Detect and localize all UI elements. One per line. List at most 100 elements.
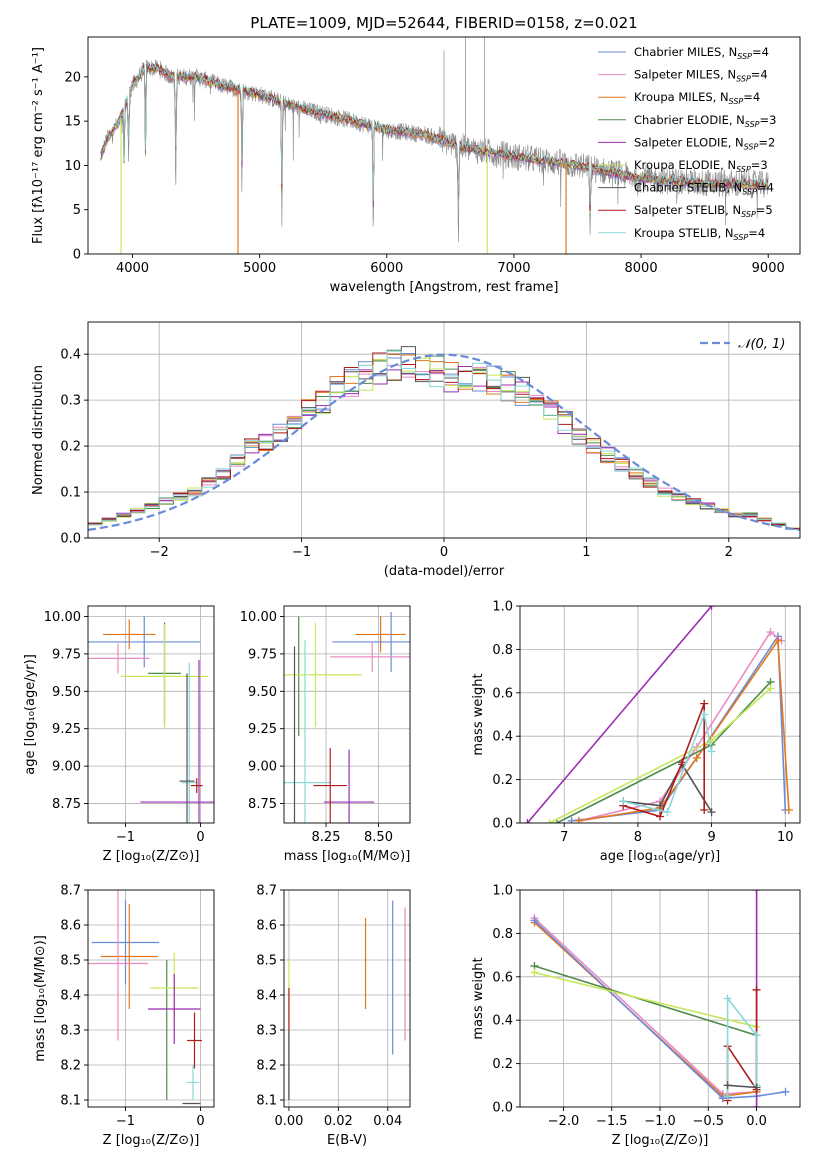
axes-weight_vs_age: 7 8 9 10 0.0 0.2 0.4 0.6 0.8 1.0 age [log₁₀(age/yr… [471, 600, 801, 864]
x-axis-label: wavelength [Angstrom, rest frame] [330, 280, 559, 295]
legend-subscript: SSP [745, 120, 760, 129]
x-tick-label: 0.04 [373, 1114, 402, 1129]
y-tick-label: 8.4 [60, 989, 81, 1004]
weight-line-chabrier_miles [571, 633, 787, 822]
legend-text: Kroupa ELODIE, N [634, 158, 736, 172]
y-tick-label: 8.3 [60, 1024, 81, 1039]
y-tick-label: 8.75 [52, 797, 81, 812]
weight-line-chabrier_stelib [623, 762, 713, 813]
x-tick-label: −2.0 [548, 1114, 580, 1129]
y-tick-label: 0.2 [492, 1057, 513, 1072]
legend-subscript: SSP [736, 165, 751, 174]
histogram-kroupa_stelib [88, 350, 800, 538]
legend-subscript: SSP [741, 210, 756, 219]
plot-area-weight_vs_Z [520, 890, 800, 1107]
weight-line-salpeter_elodie [526, 606, 713, 823]
x-tick-label: 7 [560, 830, 568, 845]
x-axis-label: (data-model)/error [384, 564, 505, 579]
data-spectrum-line [100, 59, 769, 243]
plot-area-age_vs_Z [88, 606, 214, 823]
weight-marker-kroupa_elodie [766, 684, 775, 693]
y-tick-label: 1.0 [492, 884, 513, 899]
weight-marker-kroupa_stelib [752, 1031, 761, 1040]
y-tick-label: 8.1 [60, 1094, 81, 1109]
weight-marker-kroupa_stelib [700, 710, 709, 719]
legend-entry-chabrier_elodie: Chabrier ELODIE, NSSP=3 [634, 113, 776, 129]
weight-marker-kroupa_stelib [707, 747, 716, 756]
normal-curve [88, 353, 800, 531]
weight-marker-chabrier_miles [718, 1094, 727, 1103]
plot-area-age_vs_mass [284, 606, 410, 823]
axes-frame [519, 605, 801, 824]
y-tick-label: 9.25 [52, 722, 81, 737]
weight-marker-chabrier_stelib [723, 1081, 732, 1090]
weight-marker-chabrier_miles [530, 916, 539, 925]
weight-marker-salpeter_stelib [700, 805, 709, 814]
weight-marker-kroupa_elodie [545, 819, 554, 823]
x-tick-label: 0 [440, 545, 448, 560]
weight-line-chabrier_miles [533, 919, 786, 1100]
x-axis-label: Z [log₁₀(Z/Z⊙)] [103, 1133, 200, 1148]
axes-age_vs_mass: 8.25 8.50 8.75 9.00 9.25 9.50 9.75 10.00 mass [l… [240, 605, 411, 864]
x-axis-label: Z [log₁₀(Z/Z⊙)] [612, 1133, 709, 1148]
x-axis-label: Z [log₁₀(Z/Z⊙)] [103, 849, 200, 864]
weight-line-kroupa_stelib [623, 711, 713, 814]
y-tick-label: 1.0 [492, 600, 513, 615]
x-tick-label: 0.0 [746, 1114, 767, 1129]
weight-line-salpeter_miles [533, 917, 757, 1095]
legend-value: =3 [751, 158, 768, 172]
x-tick-label: 7000 [497, 261, 530, 276]
weight-line-kroupa_elodie [534, 971, 757, 1028]
x-tick-label: −1.0 [644, 1114, 676, 1129]
y-tick-label: 0.2 [492, 773, 513, 788]
axes-weight_vs_Z: −2.0 −1.5 −1.0 −0.5 0.0 0.0 0.2 0.4 0.6 0.8 1.0 Z [… [471, 884, 801, 1148]
legend-entry-chabrier_stelib: Chabrier STELIB, NSSP=4 [634, 181, 774, 197]
x-tick-label: 1 [582, 545, 590, 560]
legend-text: Kroupa STELIB, N [634, 226, 734, 240]
y-tick-label: 0.2 [60, 440, 81, 455]
y-tick-label: 9.50 [52, 685, 81, 700]
y-axis-label: Flux [fλ10⁻¹⁷ erg cm⁻² s⁻¹ A⁻¹] [31, 47, 46, 244]
x-tick-label: 8.50 [364, 830, 393, 845]
weight-marker-kroupa_miles [773, 636, 782, 645]
legend-subscript: SSP [729, 97, 744, 106]
x-tick-label: −2 [150, 545, 169, 560]
legend-entry-kroupa_miles: Kroupa MILES, NSSP=4 [634, 90, 760, 106]
legend-entry-salpeter_stelib: Salpeter STELIB, NSSP=5 [634, 203, 773, 219]
x-tick-label: 8 [634, 830, 642, 845]
legend-text: Kroupa MILES, N [634, 90, 729, 104]
y-axis-label: Normed distribution [31, 365, 46, 495]
y-tick-label: 0.8 [492, 643, 513, 658]
plot-area-mass_vs_ebv [284, 890, 410, 1107]
weight-marker-chabrier_stelib [656, 801, 664, 810]
x-tick-label: 9 [707, 830, 715, 845]
weight-line-chabrier_stelib [727, 1084, 757, 1089]
legend-value: =3 [760, 113, 777, 127]
legend-value: =4 [751, 68, 768, 82]
y-tick-label: 10.00 [240, 610, 277, 625]
legend-subscript: SSP [744, 142, 759, 151]
y-tick-label: 9.25 [248, 722, 277, 737]
legend-text: Chabrier MILES, N [634, 45, 737, 59]
y-tick-label: 20 [64, 70, 81, 85]
x-tick-label: −0.5 [692, 1114, 724, 1129]
y-tick-label: 10 [64, 159, 81, 174]
legend-subscript: SSP [734, 233, 749, 242]
weight-marker-kroupa_stelib [723, 1092, 732, 1101]
y-tick-label: 0.0 [492, 1101, 513, 1116]
axes-mass_vs_Z: −1 0 8.1 8.2 8.3 8.4 8.5 8.6 8.7 Z [log₁₀(Z/Z⊙)] m… [33, 884, 215, 1148]
weight-marker-salpeter_elodie [523, 819, 532, 823]
x-tick-label: 5000 [243, 261, 276, 276]
axes-frame [283, 889, 411, 1108]
axes-frame [87, 889, 215, 1108]
x-tick-label: 8000 [625, 261, 658, 276]
legend-value: =5 [756, 203, 773, 217]
weight-marker-salpeter_elodie [752, 890, 761, 894]
x-tick-label: 0 [196, 830, 204, 845]
y-tick-label: 8.7 [60, 884, 81, 899]
weight-marker-chabrier_stelib [707, 808, 716, 817]
weight-marker-chabrier_miles [781, 1087, 790, 1096]
y-tick-label: 0 [73, 248, 81, 263]
weight-marker-salpeter_stelib [678, 758, 687, 767]
